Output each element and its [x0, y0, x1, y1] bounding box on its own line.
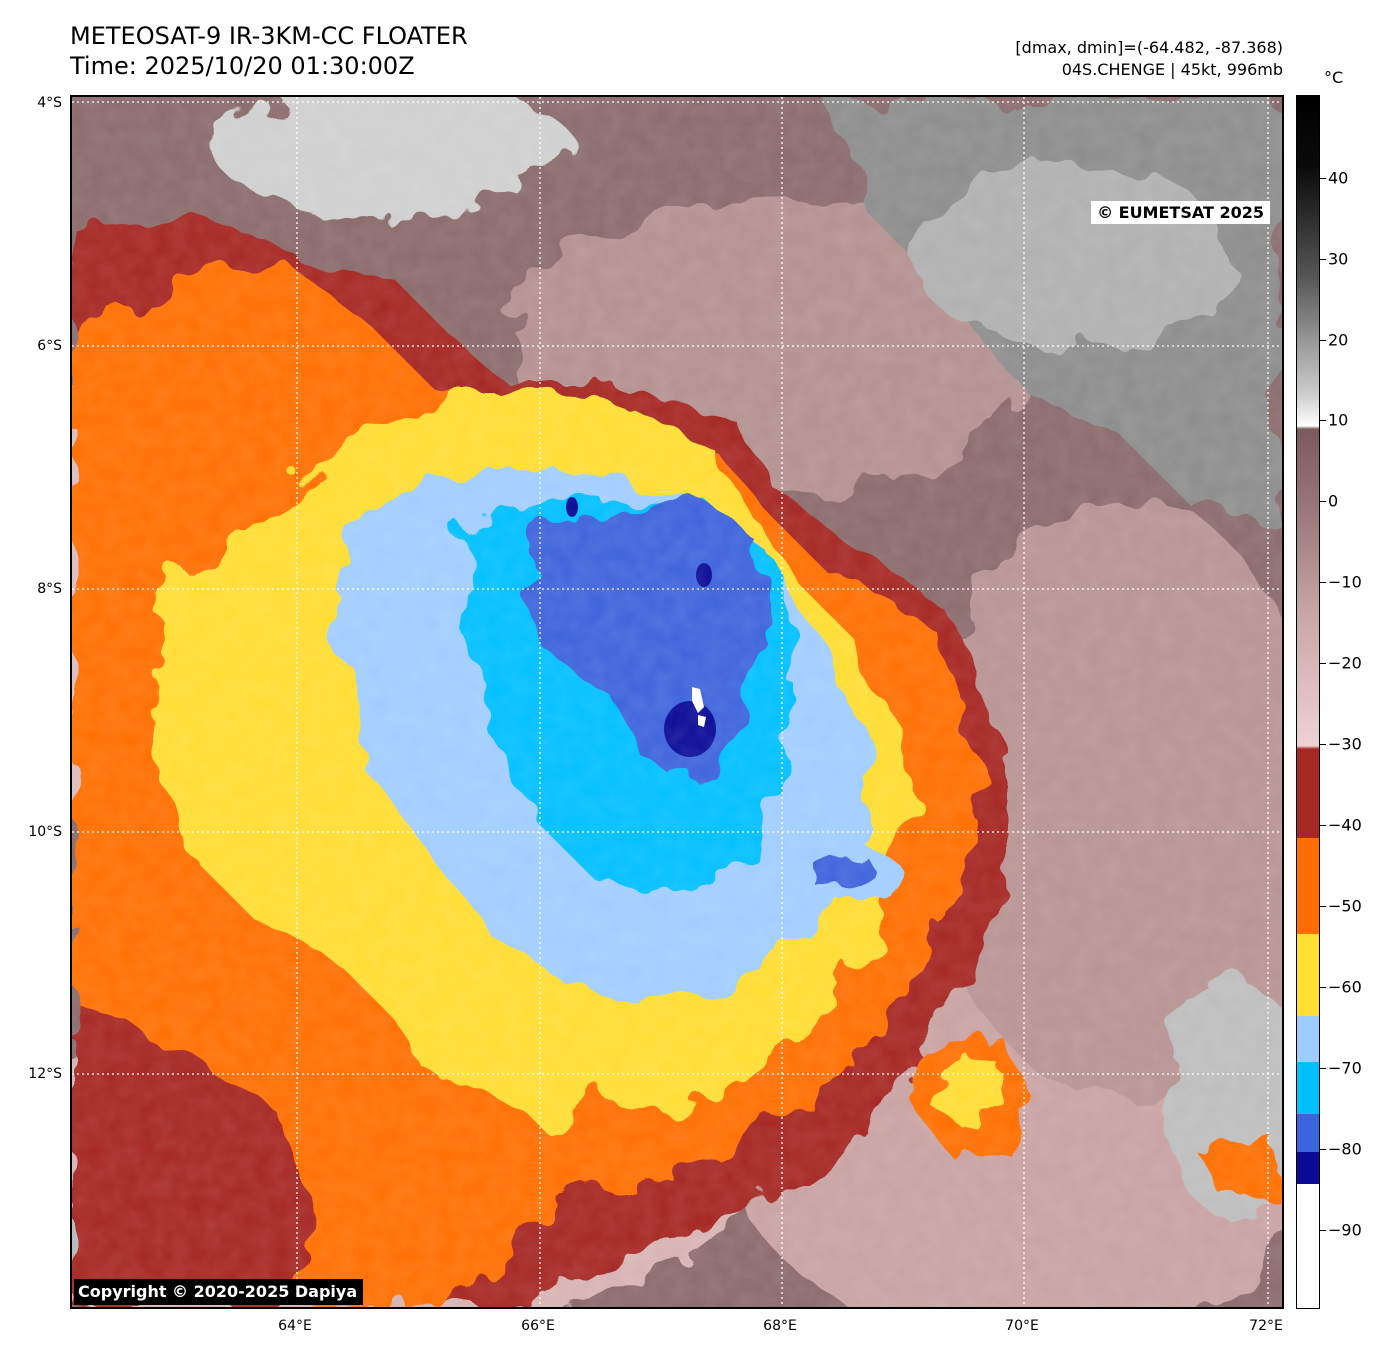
colorbar-tick	[1320, 340, 1326, 341]
lat-label-4s: 4°S	[37, 95, 62, 111]
colorbar-label-m80: −80	[1328, 1139, 1362, 1159]
lon-label-72e: 72°E	[1249, 1318, 1283, 1334]
eumetsat-credit: © EUMETSAT 2025	[1091, 201, 1270, 224]
colorbar-label-m20: −20	[1328, 653, 1362, 673]
colorbar-label-m60: −60	[1328, 977, 1362, 997]
colorbar-unit: °C	[1324, 68, 1344, 87]
lon-label-64e: 64°E	[278, 1318, 312, 1334]
colorbar-tick	[1320, 178, 1326, 179]
colorbar-label-m70: −70	[1328, 1058, 1362, 1078]
colorbar-label-40: 40	[1328, 168, 1349, 188]
colorbar-label-m30: −30	[1328, 734, 1362, 754]
colorbar-tick	[1320, 906, 1326, 907]
colorbar-tick	[1320, 1149, 1326, 1150]
colorbar-tick	[1320, 1068, 1326, 1069]
colorbar-label-30: 30	[1328, 249, 1349, 269]
ir-imagery	[72, 97, 1282, 1307]
title-time: Time: 2025/10/20 01:30:00Z	[70, 52, 415, 80]
colorbar-tick	[1320, 663, 1326, 664]
data-range-text: [dmax, dmin]=(-64.482, -87.368)	[1015, 38, 1283, 57]
lat-label-10s: 10°S	[28, 824, 62, 840]
colorbar-tick	[1320, 744, 1326, 745]
title-satellite: METEOSAT-9 IR-3KM-CC FLOATER	[70, 22, 468, 50]
lon-label-68e: 68°E	[763, 1318, 797, 1334]
colorbar-label-20: 20	[1328, 330, 1349, 350]
colorbar	[1296, 95, 1320, 1309]
lat-label-6s: 6°S	[37, 338, 62, 354]
colorbar-label-10: 10	[1328, 410, 1349, 430]
dapiya-credit: Copyright © 2020-2025 Dapiya	[74, 1279, 364, 1305]
colorbar-label-m90: −90	[1328, 1220, 1362, 1240]
colorbar-tick	[1320, 259, 1326, 260]
colorbar-tick	[1320, 582, 1326, 583]
colorbar-label-m40: −40	[1328, 815, 1362, 835]
lon-label-66e: 66°E	[521, 1318, 555, 1334]
storm-info-text: 04S.CHENGE | 45kt, 996mb	[1061, 60, 1283, 79]
colorbar-tick	[1320, 420, 1326, 421]
colorbar-tick	[1320, 825, 1326, 826]
lon-label-70e: 70°E	[1005, 1318, 1039, 1334]
colorbar-label-m10: −10	[1328, 572, 1362, 592]
lat-label-8s: 8°S	[37, 581, 62, 597]
colorbar-tick	[1320, 987, 1326, 988]
lat-label-12s: 12°S	[28, 1066, 62, 1082]
colorbar-tick	[1320, 501, 1326, 502]
colorbar-label-m50: −50	[1328, 896, 1362, 916]
colorbar-label-0: 0	[1328, 491, 1339, 511]
colorbar-tick	[1320, 1230, 1326, 1231]
satellite-map: © EUMETSAT 2025 Copyright © 2020-2025 Da…	[70, 95, 1284, 1309]
